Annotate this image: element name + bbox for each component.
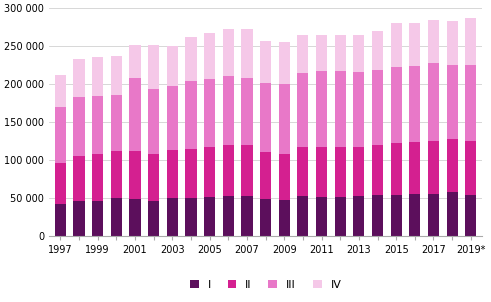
Bar	[241, 29, 252, 78]
Bar	[110, 95, 122, 151]
Bar	[166, 46, 178, 86]
Bar	[334, 147, 346, 197]
Bar	[166, 86, 178, 150]
Bar	[278, 42, 290, 84]
Bar	[148, 201, 159, 236]
Bar	[222, 29, 234, 76]
Bar	[465, 141, 476, 194]
Bar	[204, 197, 215, 236]
Bar	[409, 66, 420, 142]
Bar	[372, 70, 383, 145]
Bar	[129, 45, 140, 78]
Bar	[334, 35, 346, 71]
Bar	[316, 71, 327, 147]
Bar	[74, 156, 84, 201]
Bar	[148, 45, 159, 88]
Bar	[409, 23, 420, 66]
Bar	[372, 31, 383, 70]
Bar	[260, 83, 271, 152]
Bar	[166, 150, 178, 198]
Bar	[166, 198, 178, 236]
Bar	[428, 194, 439, 236]
Bar	[92, 201, 103, 236]
Bar	[241, 78, 252, 145]
Bar	[353, 147, 364, 196]
Bar	[446, 192, 458, 236]
Bar	[297, 35, 308, 73]
Bar	[129, 151, 140, 199]
Bar	[428, 63, 439, 141]
Bar	[446, 21, 458, 65]
Bar	[465, 65, 476, 141]
Bar	[297, 147, 308, 196]
Bar	[278, 154, 290, 200]
Bar	[110, 151, 122, 198]
Bar	[110, 198, 122, 236]
Bar	[74, 59, 84, 97]
Bar	[316, 35, 327, 71]
Bar	[428, 20, 439, 63]
Bar	[129, 78, 140, 151]
Bar	[260, 199, 271, 236]
Bar	[278, 200, 290, 236]
Bar	[353, 35, 364, 72]
Bar	[241, 196, 252, 236]
Bar	[278, 84, 290, 154]
Bar	[316, 147, 327, 197]
Bar	[390, 143, 402, 194]
Bar	[372, 145, 383, 194]
Bar	[260, 41, 271, 83]
Bar	[148, 88, 159, 154]
Bar	[185, 81, 196, 149]
Bar	[409, 142, 420, 194]
Bar	[446, 65, 458, 139]
Bar	[129, 199, 140, 236]
Bar	[148, 154, 159, 201]
Bar	[372, 194, 383, 236]
Bar	[390, 67, 402, 143]
Bar	[185, 198, 196, 236]
Bar	[446, 139, 458, 192]
Bar	[204, 33, 215, 79]
Bar	[409, 194, 420, 236]
Bar	[92, 96, 103, 154]
Bar	[428, 141, 439, 194]
Bar	[92, 57, 103, 96]
Bar	[92, 154, 103, 201]
Bar	[241, 145, 252, 196]
Bar	[222, 196, 234, 236]
Bar	[55, 75, 66, 107]
Bar	[74, 201, 84, 236]
Bar	[185, 149, 196, 198]
Legend: I, II, III, IV: I, II, III, IV	[186, 275, 346, 294]
Bar	[334, 197, 346, 236]
Bar	[353, 196, 364, 236]
Bar	[55, 107, 66, 163]
Bar	[55, 204, 66, 236]
Bar	[316, 197, 327, 236]
Bar	[222, 145, 234, 196]
Bar	[297, 196, 308, 236]
Bar	[297, 73, 308, 147]
Bar	[334, 71, 346, 147]
Bar	[390, 23, 402, 67]
Bar	[222, 76, 234, 145]
Bar	[465, 18, 476, 65]
Bar	[353, 72, 364, 147]
Bar	[55, 163, 66, 204]
Bar	[465, 194, 476, 236]
Bar	[185, 37, 196, 81]
Bar	[390, 194, 402, 236]
Bar	[204, 79, 215, 147]
Bar	[260, 152, 271, 199]
Bar	[74, 97, 84, 156]
Bar	[110, 56, 122, 95]
Bar	[204, 147, 215, 197]
